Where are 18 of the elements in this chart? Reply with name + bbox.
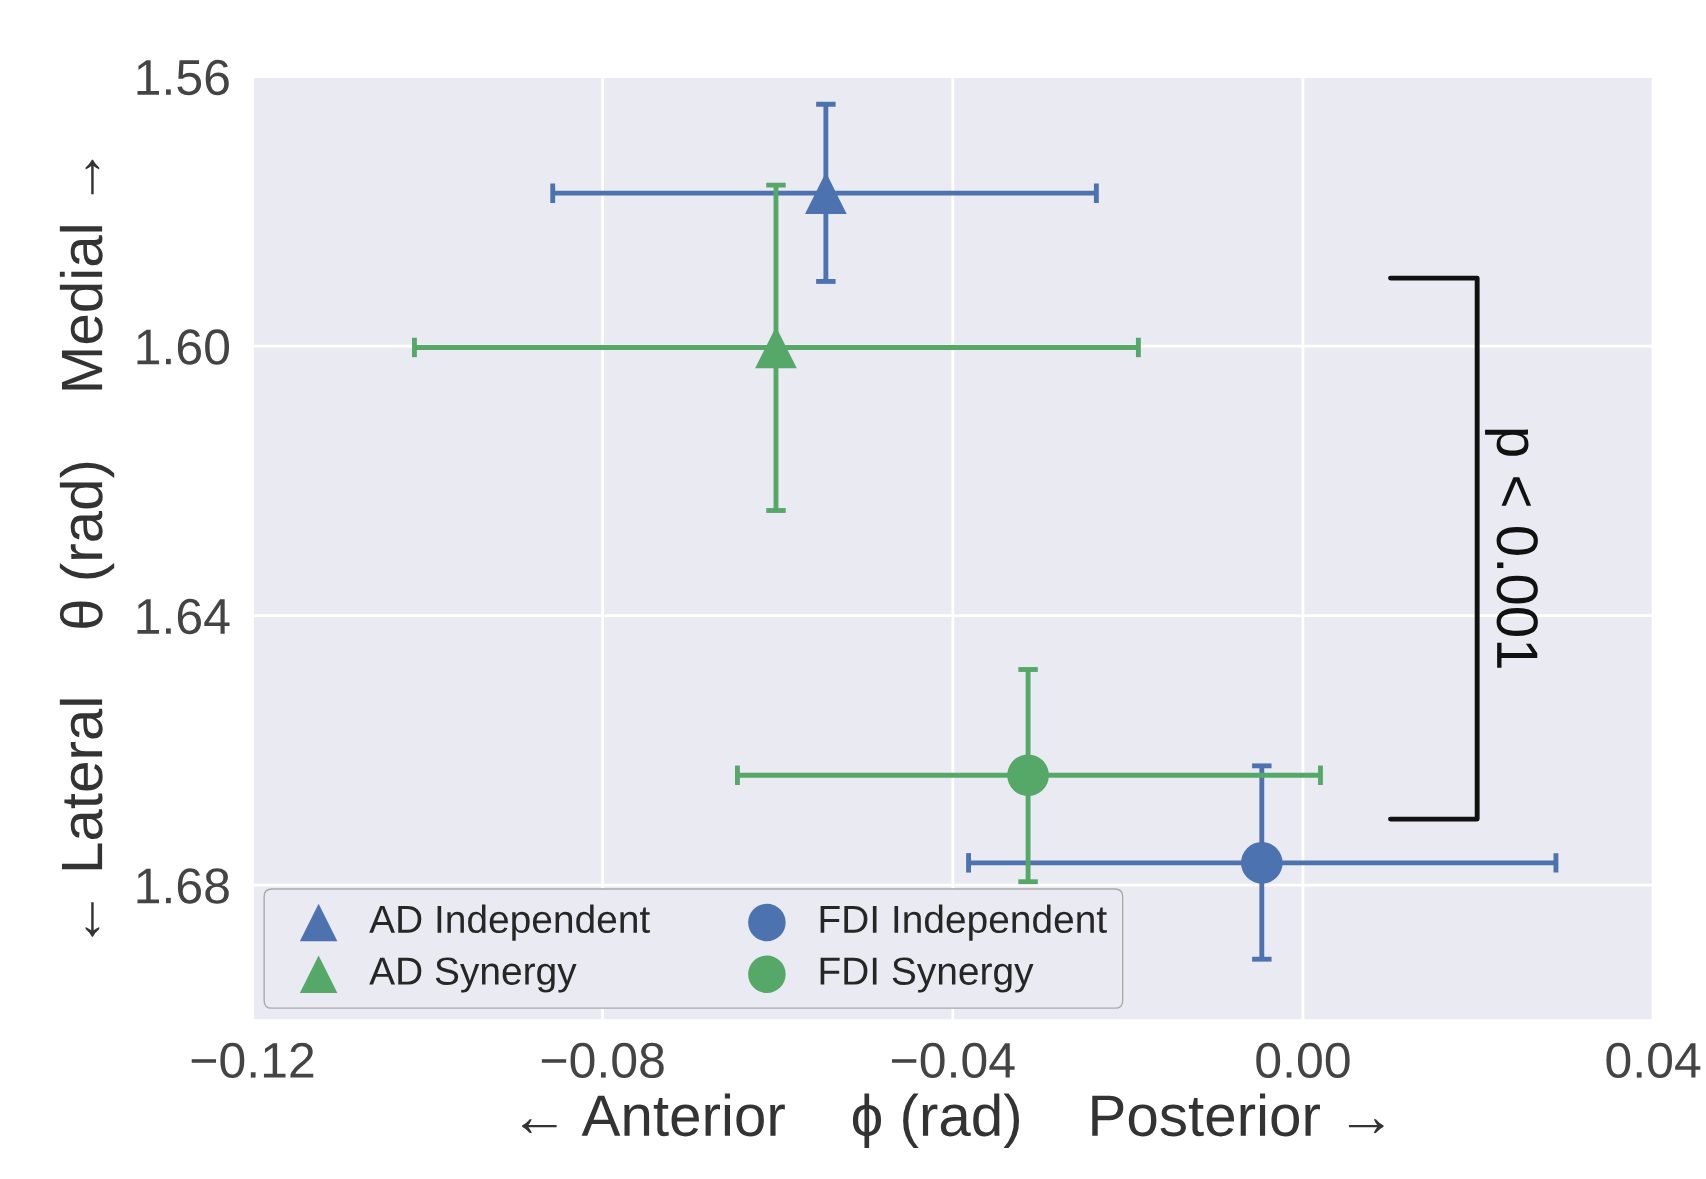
y-tick-label: 1.68 [137,868,229,904]
x-tick-label: −0.08 [541,1042,664,1079]
annotation: p < 0.001 [1485,429,1538,668]
y-tick-label: 1.56 [137,59,229,96]
y-tick-label: 1.60 [137,329,230,365]
x-tick-label: −0.04 [892,1042,1015,1079]
x-tick-label: 0.00 [1256,1042,1350,1079]
legend-label: AD Synergy [369,957,577,993]
y-axis-title: ← Lateral θ (rad) Medial → [59,159,115,937]
legend-label: FDI Independent [820,904,1107,941]
x-axis-title: ← Anterior ϕ (rad) Posterior → [522,1093,1384,1148]
legend-label: FDI Synergy [820,957,1034,993]
x-tick-label: 0.04 [1606,1042,1701,1079]
y-tick-label: 1.64 [137,598,230,635]
point [1240,842,1283,884]
legend-label: AD Independent [369,904,650,941]
point [1007,754,1049,797]
x-tick-label: −0.12 [191,1042,314,1079]
